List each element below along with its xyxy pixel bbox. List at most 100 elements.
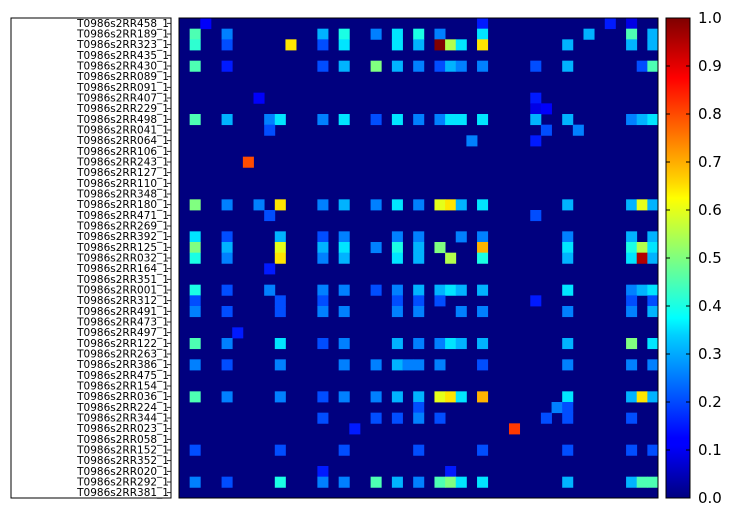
row-label: T0986s2RR471_1 [76,210,169,222]
heatmap-cell [317,476,329,488]
heatmap-cell [562,444,574,456]
heatmap-cell [477,18,489,30]
heatmap-cell [370,199,382,211]
heatmap-cell [264,263,276,275]
heatmap-area [178,17,659,499]
colorbar-tick-label: 0.9 [698,57,722,75]
heatmap-cell [370,28,382,40]
heatmap-cell [285,39,297,51]
heatmap-cell [434,284,446,296]
heatmap-cell [647,199,659,211]
row-label: T0986s2RR435_1 [76,50,169,62]
heatmap-cell [540,412,552,424]
heatmap-cell [455,231,467,243]
heatmap-cell [338,359,350,371]
heatmap-cell [370,359,382,371]
heatmap-cell [626,199,638,211]
heatmap-cell [242,156,254,168]
heatmap-cell [221,359,233,371]
heatmap-cell [562,231,574,243]
heatmap-cell [189,359,201,371]
row-label: T0986s2RR292_1 [76,477,169,489]
heatmap-cell [370,284,382,296]
heatmap-cell [391,60,403,72]
heatmap-cell [445,476,457,488]
heatmap-cell [317,466,329,478]
heatmap-cell [317,114,329,126]
row-label: T0986s2RR392_1 [76,231,169,243]
heatmap-cell [413,359,425,371]
colorbar-tick-label: 0.6 [698,201,722,219]
heatmap-cell [562,306,574,318]
heatmap-cell [562,412,574,424]
colorbar-tick-label: 1.0 [698,9,722,27]
heatmap-cell [189,28,201,40]
colorbar-tick-label: 0.4 [698,297,722,315]
heatmap-cell [274,252,286,264]
heatmap-cell [636,284,648,296]
heatmap-cell [530,103,542,115]
heatmap-cell [455,338,467,350]
heatmap-cell [562,39,574,51]
heatmap-cell [189,252,201,264]
heatmap-cell [264,210,276,222]
heatmap-cell [647,252,659,264]
colorbar-tick-label: 0.1 [698,441,722,459]
heatmap-cell [636,60,648,72]
heatmap-cell [477,476,489,488]
heatmap-cell [445,391,457,403]
row-label: T0986s2RR473_1 [76,317,169,329]
heatmap-cell [189,199,201,211]
heatmap-cell [338,60,350,72]
heatmap-cell [349,423,361,435]
heatmap-cell [391,391,403,403]
heatmap-frame [178,17,659,499]
heatmap-cell [647,359,659,371]
heatmap-cell [477,114,489,126]
row-label: T0986s2RR224_1 [76,402,169,414]
heatmap-cell [626,444,638,456]
heatmap-cell [434,338,446,350]
row-label: T0986s2RR351_1 [76,274,169,286]
heatmap-cell [253,92,265,104]
heatmap-cell [221,476,233,488]
row-label: T0986s2RR110_1 [76,178,169,190]
heatmap-cell [189,338,201,350]
heatmap-cell [562,284,574,296]
heatmap-cell [477,306,489,318]
heatmap-cell [189,295,201,307]
heatmap-cell [626,338,638,350]
heatmap-cell [317,295,329,307]
heatmap-cell [317,231,329,243]
heatmap-cell [413,114,425,126]
row-label: T0986s2RR064_1 [76,135,169,147]
heatmap-cell [317,28,329,40]
heatmap-cell [636,242,648,254]
heatmap-cell [317,412,329,424]
heatmap-cell [562,338,574,350]
heatmap-cell [626,284,638,296]
heatmap-cell [626,295,638,307]
heatmap-cell [647,306,659,318]
heatmap-cell [370,60,382,72]
heatmap-cell [647,28,659,40]
heatmap-cell [434,28,446,40]
heatmap-cell [391,359,403,371]
heatmap-cell [370,242,382,254]
heatmap-cell [562,242,574,254]
heatmap-cell [413,391,425,403]
heatmap-cell [413,412,425,424]
heatmap-cell [477,60,489,72]
heatmap-cell [636,114,648,126]
heatmap-cell [413,476,425,488]
heatmap-cell [455,476,467,488]
heatmap-cell [626,412,638,424]
heatmap-cell [647,60,659,72]
heatmap-cell [636,476,648,488]
heatmap-cell [221,306,233,318]
heatmap-cell [455,391,467,403]
heatmap-cell [455,284,467,296]
heatmap-cell [413,295,425,307]
heatmap-cell [189,444,201,456]
heatmap-cell [445,199,457,211]
